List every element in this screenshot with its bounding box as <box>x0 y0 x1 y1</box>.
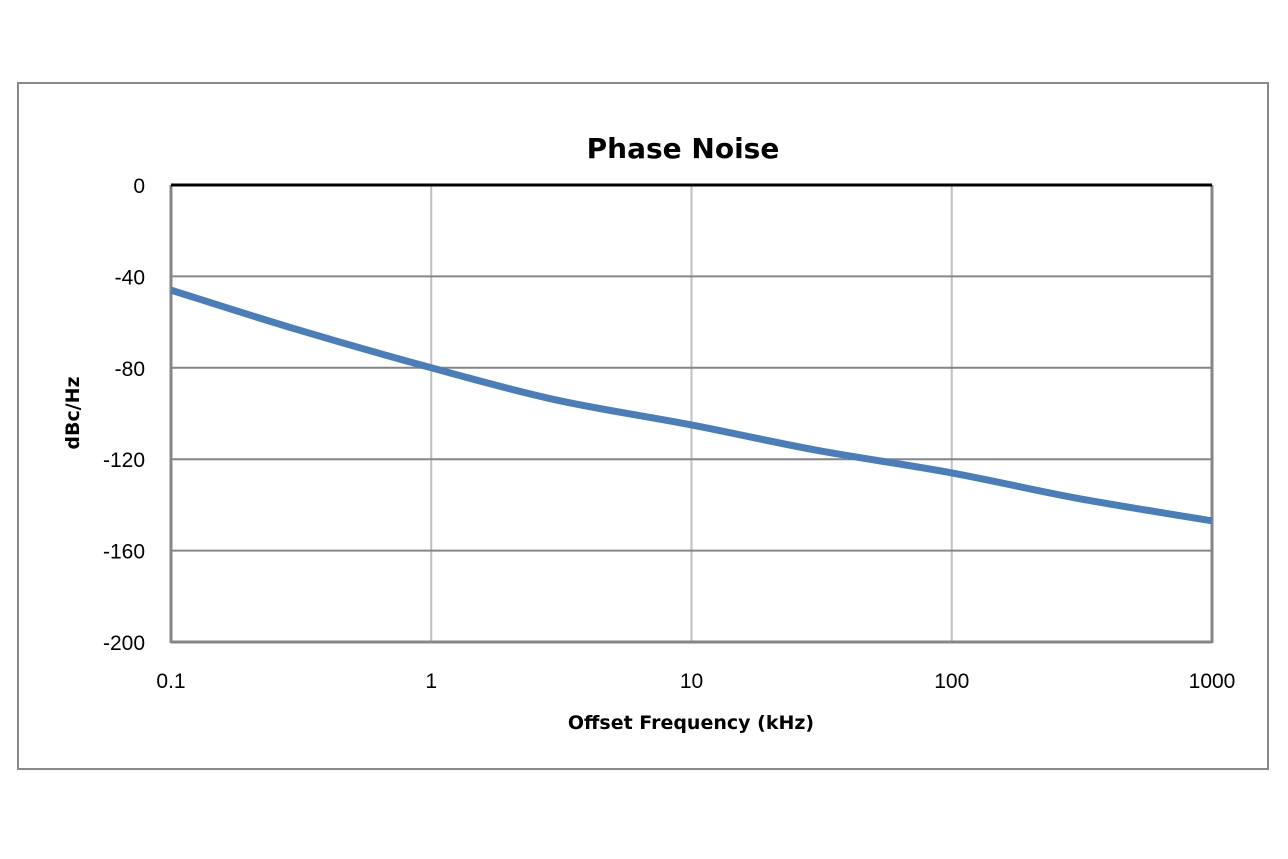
axes <box>169 183 1214 644</box>
y-axis-tick-labels: 0 -40 -80 -120 -160 -200 <box>103 175 145 655</box>
chart-title: Phase Noise <box>587 132 780 165</box>
x-axis-tick-labels: 0.1 1 10 100 1000 <box>156 670 1235 693</box>
y-tick-label: -80 <box>115 358 145 381</box>
y-tick-label: -40 <box>115 266 145 289</box>
y-tick-label: -120 <box>103 449 145 472</box>
x-axis-title: Offset Frequency (kHz) <box>568 712 814 734</box>
y-tick-label: -160 <box>103 541 145 564</box>
y-tick-label: -200 <box>103 632 145 655</box>
x-tick-label: 10 <box>680 670 703 693</box>
x-tick-label: 100 <box>934 670 969 693</box>
phase-noise-line <box>169 286 1213 525</box>
y-axis-title: dBc/Hz <box>62 376 84 449</box>
x-tick-label: 1000 <box>1189 670 1236 693</box>
x-tick-label: 0.1 <box>156 670 185 693</box>
gridlines <box>171 185 1212 642</box>
x-tick-label: 1 <box>425 670 437 693</box>
y-tick-label: 0 <box>133 175 145 198</box>
chart-frame <box>17 82 1269 770</box>
data-series <box>169 286 1213 525</box>
